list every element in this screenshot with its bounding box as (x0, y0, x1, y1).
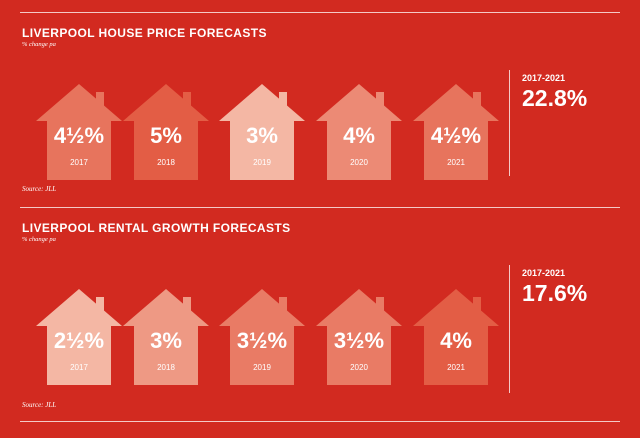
forecast-value-label: 3½% (333, 328, 385, 353)
house-marker: 3% 2018 (123, 289, 209, 385)
total-growth-value: 22.8% (522, 85, 588, 111)
forecast-value-label: 2½% (53, 328, 105, 353)
house-chart: 2½% 2017 3% 2018 3½% 2019 3½% 2020 4% 2021 (0, 221, 500, 401)
chart-title: LIVERPOOL HOUSE PRICE FORECASTS (22, 26, 267, 40)
house-icon (316, 84, 402, 180)
house-marker: 3½% 2020 (316, 289, 402, 385)
total-divider (509, 70, 510, 176)
total-period-label: 2017-2021 (522, 73, 566, 83)
house-icon (123, 289, 209, 385)
total-period-label: 2017-2021 (522, 268, 566, 278)
house-icon (123, 84, 209, 180)
year-label: 2021 (447, 363, 465, 372)
year-label: 2021 (447, 158, 465, 167)
year-label: 2017 (70, 158, 88, 167)
section-divider (20, 207, 620, 208)
house-marker: 5% 2018 (123, 84, 209, 180)
house-marker: 4% 2020 (316, 84, 402, 180)
forecast-value-label: 4½% (53, 123, 105, 148)
source-note: Source: JLL (22, 185, 57, 193)
forecast-value-label: 3% (246, 123, 278, 148)
house-marker: 4½% 2021 (413, 84, 499, 180)
year-label: 2017 (70, 363, 88, 372)
house-icon (316, 289, 402, 385)
forecast-value-label: 4½% (430, 123, 482, 148)
house-icon (413, 289, 499, 385)
top-divider (20, 12, 620, 13)
year-label: 2018 (157, 363, 175, 372)
forecast-value-label: 5% (150, 123, 182, 148)
chart-title: LIVERPOOL RENTAL GROWTH FORECASTS (22, 221, 291, 235)
house-price-section: LIVERPOOL HOUSE PRICE FORECASTS % change… (0, 26, 640, 206)
forecast-value-label: 4% (440, 328, 472, 353)
house-icon (413, 84, 499, 180)
year-label: 2020 (350, 158, 368, 167)
chart-subtitle: % change pa (22, 41, 56, 48)
house-icon (219, 289, 305, 385)
total-divider (509, 265, 510, 393)
house-marker: 4½% 2017 (36, 84, 122, 180)
house-icon (36, 84, 122, 180)
rental-growth-section: LIVERPOOL RENTAL GROWTH FORECASTS % chan… (0, 221, 640, 417)
source-note: Source: JLL (22, 401, 57, 409)
chart-subtitle: % change pa (22, 236, 56, 243)
house-chart: 4½% 2017 5% 2018 3% 2019 4% 2020 4½% 2021 (0, 26, 500, 206)
year-label: 2019 (253, 158, 271, 167)
forecast-value-label: 3% (150, 328, 182, 353)
house-marker: 3% 2019 (219, 84, 305, 180)
year-label: 2020 (350, 363, 368, 372)
house-marker: 4% 2021 (413, 289, 499, 385)
house-icon (36, 289, 122, 385)
year-label: 2018 (157, 158, 175, 167)
house-icon (219, 84, 305, 180)
forecast-value-label: 4% (343, 123, 375, 148)
house-marker: 3½% 2019 (219, 289, 305, 385)
total-growth-value: 17.6% (522, 280, 588, 306)
bottom-divider (20, 421, 620, 422)
year-label: 2019 (253, 363, 271, 372)
forecast-value-label: 3½% (236, 328, 288, 353)
house-marker: 2½% 2017 (36, 289, 122, 385)
